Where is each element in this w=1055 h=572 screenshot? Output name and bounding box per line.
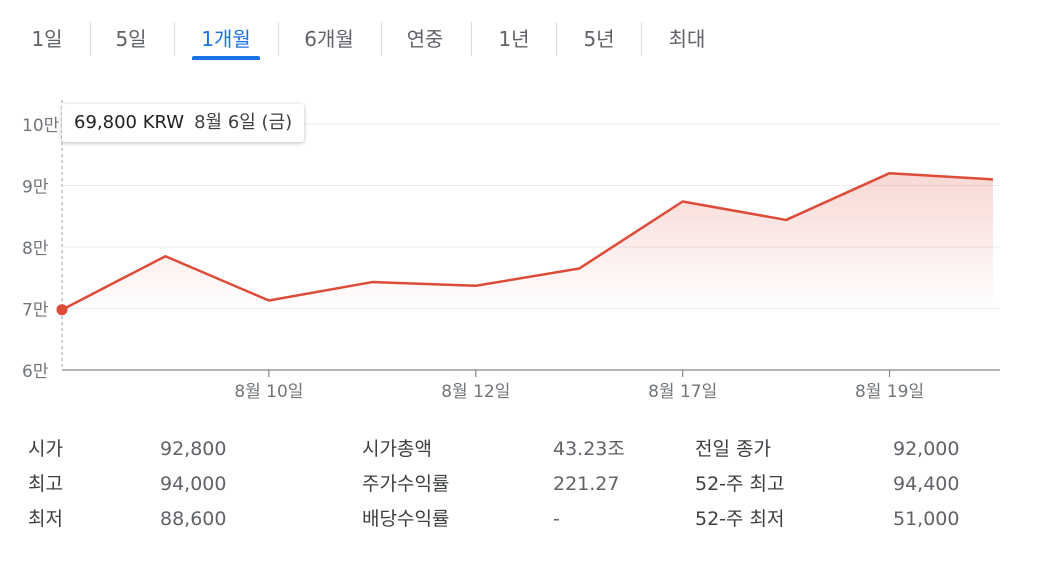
stat-label-high: 최고 <box>28 473 63 495</box>
tab-separator <box>641 22 642 56</box>
stat-label-52wk-high: 52-주 최고 <box>695 473 785 495</box>
stat-label-low: 최저 <box>28 508 63 530</box>
stat-value-open: 92,800 <box>160 438 227 460</box>
stat-label-52wk-low: 52-주 최저 <box>695 508 785 530</box>
stat-label-pe-ratio: 주가수익률 <box>362 473 450 495</box>
tab-6-month[interactable]: 6개월 <box>304 27 354 51</box>
y-tick-label: 6만 <box>22 362 49 382</box>
tab-max[interactable]: 최대 <box>668 27 706 51</box>
price-line <box>61 171 994 311</box>
tab-separator <box>278 22 279 56</box>
price-chart[interactable]: 6만 7만 8만 9만 10만 8월 10일 8월 12일 8월 17일 8월 19일 <box>0 90 1055 410</box>
hover-point-marker <box>56 304 68 316</box>
tab-5-day[interactable]: 5일 <box>115 27 147 51</box>
tab-separator <box>556 22 557 56</box>
tooltip-date: 8월 6일 (금) <box>194 112 293 133</box>
tab-1-year[interactable]: 1년 <box>498 27 530 51</box>
tab-separator <box>471 22 472 56</box>
stat-value-high: 94,000 <box>160 473 227 495</box>
tooltip-price: 69,800 KRW <box>74 112 185 133</box>
stat-value-market-cap: 43.23조 <box>553 438 625 460</box>
stat-label-market-cap: 시가총액 <box>362 438 432 460</box>
x-tick-label: 8월 19일 <box>855 382 924 402</box>
y-tick-label: 7만 <box>22 301 49 321</box>
active-tab-indicator <box>192 56 260 60</box>
tab-5-year[interactable]: 5년 <box>583 27 615 51</box>
y-tick-label: 8만 <box>22 239 49 259</box>
time-range-tabs: 1일 5일 1개월 6개월 연중 1년 5년 최대 <box>0 0 1055 62</box>
x-tick-label: 8월 17일 <box>648 382 717 402</box>
stat-value-52wk-low: 51,000 <box>893 508 960 530</box>
y-tick-label: 10만 <box>22 116 60 136</box>
stat-label-prev-close: 전일 종가 <box>695 438 771 460</box>
tab-separator <box>174 22 175 56</box>
stat-label-open: 시가 <box>28 438 63 460</box>
stat-value-pe-ratio: 221.27 <box>553 473 620 495</box>
x-tick-label: 8월 12일 <box>441 382 510 402</box>
tab-1-month[interactable]: 1개월 <box>201 27 251 51</box>
stat-label-dividend-yield: 배당수익률 <box>362 508 450 530</box>
price-area-fill <box>62 173 993 370</box>
stat-value-52wk-high: 94,400 <box>893 473 960 495</box>
stat-value-low: 88,600 <box>160 508 227 530</box>
stat-value-prev-close: 92,000 <box>893 438 960 460</box>
tab-separator <box>90 22 91 56</box>
stat-value-dividend-yield: - <box>553 508 560 530</box>
price-tooltip: 69,800 KRW 8월 6일 (금) <box>62 104 305 142</box>
tab-separator <box>381 22 382 56</box>
tab-ytd[interactable]: 연중 <box>406 27 444 51</box>
x-tick-label: 8월 10일 <box>234 382 303 402</box>
y-tick-label: 9만 <box>22 178 49 198</box>
tab-1-day[interactable]: 1일 <box>31 27 63 51</box>
